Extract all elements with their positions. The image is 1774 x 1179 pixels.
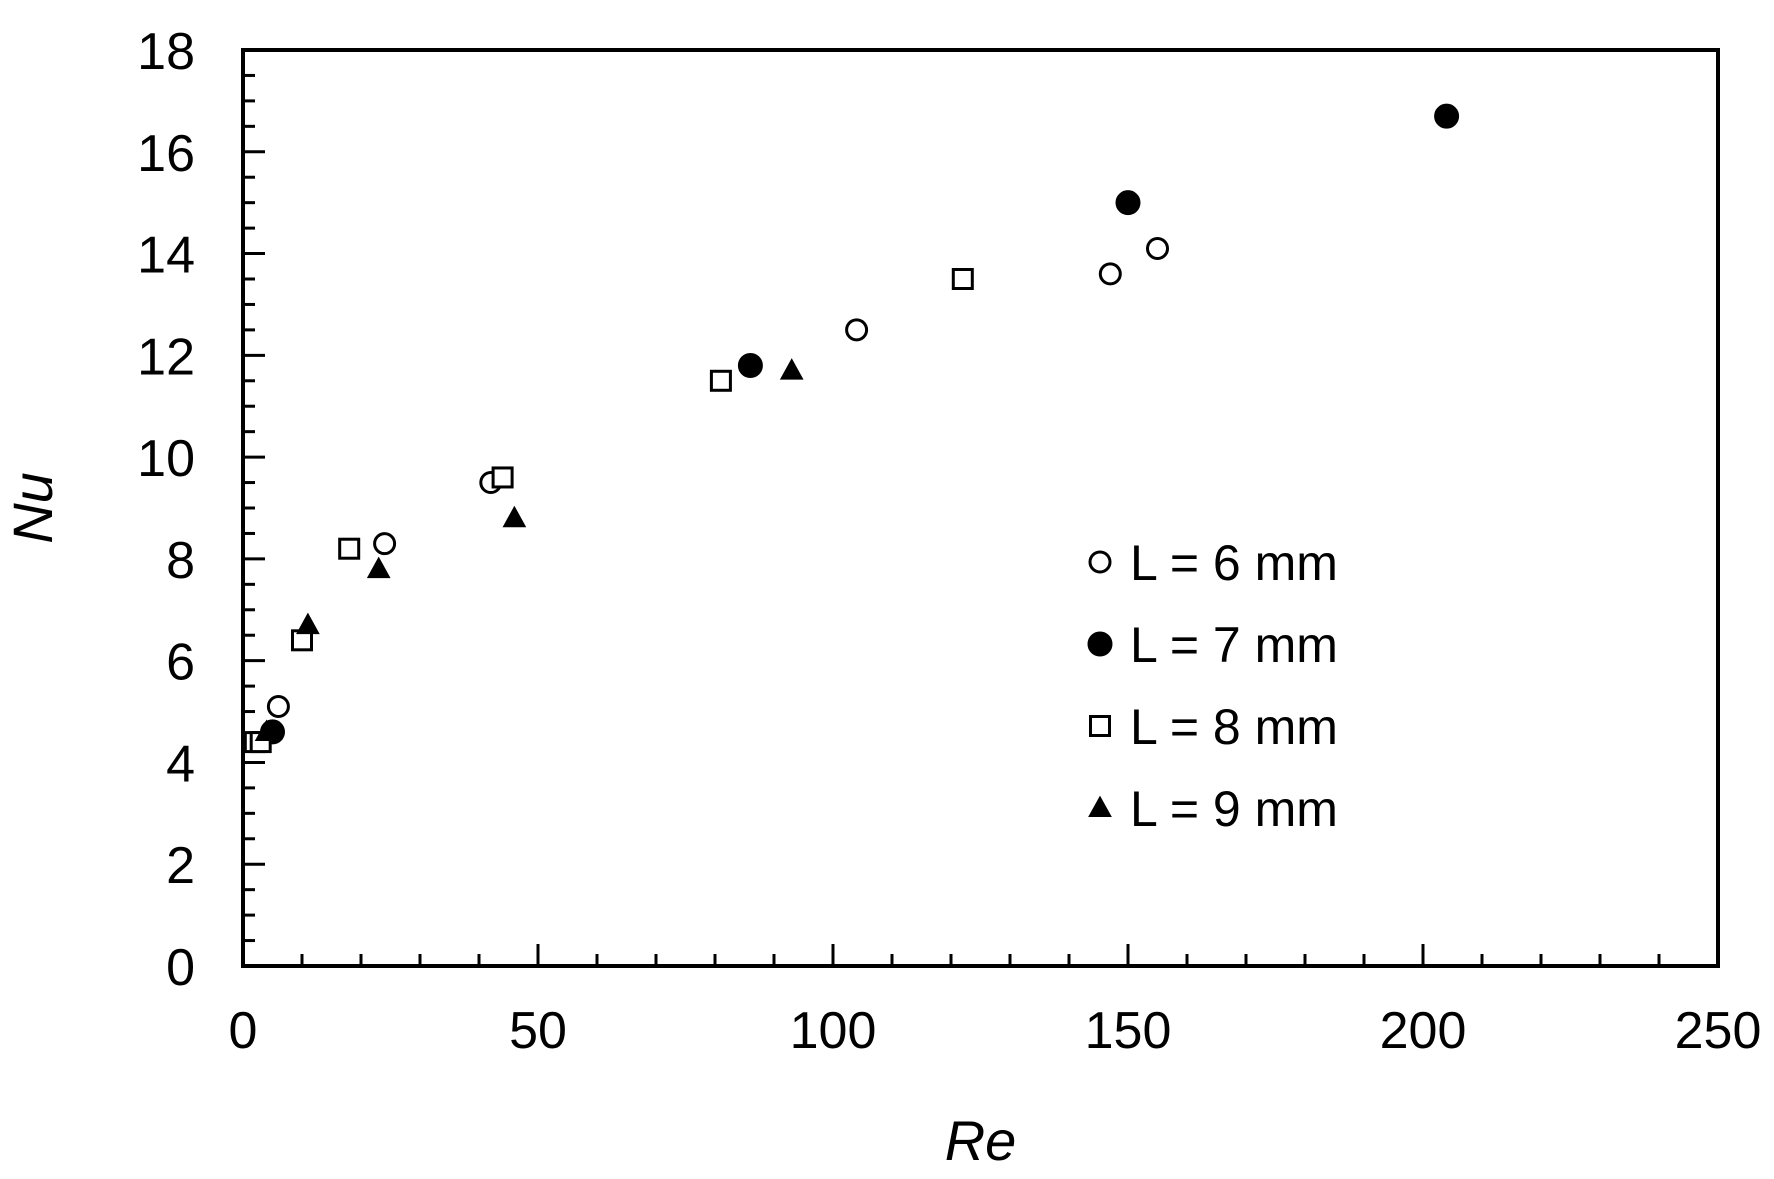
data-point: [338, 537, 361, 560]
legend-label: L = 6 mm: [1130, 535, 1338, 591]
legend: L = 6 mm L = 7 mm L = 8 mm L = 9 mm: [1087, 535, 1338, 837]
y-tick-label: 0: [166, 939, 195, 997]
legend-label: L = 9 mm: [1130, 781, 1338, 837]
y-tick-label: 8: [166, 532, 195, 590]
y-tick-label: 12: [137, 328, 195, 386]
data-point: [296, 612, 320, 635]
y-tick-label: 16: [137, 125, 195, 183]
plot-frame: [241, 48, 1720, 968]
data-point: [951, 268, 974, 290]
legend-item: L = 9 mm: [1088, 781, 1338, 837]
y-axis-title: Nu: [1, 472, 64, 544]
y-tick-label: 4: [166, 735, 195, 793]
legend-marker: [1088, 795, 1112, 818]
y-tick-label: 18: [137, 23, 195, 81]
tick-labels: 0 50 100 150 200 250 0 2 4 6 8 10 12 14 16 18: [137, 23, 1761, 1060]
series-4: [254, 358, 804, 741]
legend-item: L = 6 mm: [1088, 535, 1338, 591]
legend-item: L = 7 mm: [1087, 617, 1338, 673]
data-markers: [243, 103, 1460, 754]
x-tick-label: 150: [1085, 1002, 1172, 1060]
data-point: [1146, 236, 1169, 260]
y-tick-label: 10: [137, 430, 195, 488]
data-point: [491, 466, 514, 489]
data-point: [779, 358, 804, 380]
x-tick-label: 200: [1380, 1002, 1467, 1060]
data-point: [1115, 190, 1141, 216]
data-point: [737, 353, 763, 379]
legend-marker: [1087, 631, 1113, 657]
data-point: [366, 556, 391, 579]
legend-item: L = 8 mm: [1089, 699, 1338, 755]
x-tick-label: 100: [790, 1002, 877, 1060]
legend-marker: [1089, 715, 1111, 737]
data-point: [845, 318, 869, 342]
y-tick-label: 14: [137, 227, 195, 285]
data-point: [1434, 103, 1460, 129]
data-point: [709, 369, 732, 392]
series-3: [243, 268, 974, 754]
series-1: [266, 236, 1169, 718]
data-point: [1098, 262, 1122, 286]
x-tick-label: 0: [229, 1002, 258, 1060]
x-axis-title: Re: [945, 1109, 1017, 1172]
y-tick-label: 2: [166, 837, 195, 895]
legend-marker: [1088, 550, 1112, 574]
y-tick-label: 6: [166, 634, 195, 692]
data-point: [502, 505, 527, 528]
legend-label: L = 7 mm: [1130, 617, 1338, 673]
legend-label: L = 8 mm: [1130, 699, 1338, 755]
data-point: [254, 719, 279, 741]
x-tick-label: 50: [509, 1002, 567, 1060]
data-point: [266, 694, 290, 718]
major-ticks: [241, 48, 1720, 968]
data-point: [373, 532, 397, 556]
minor-ticks: [243, 73, 1661, 966]
x-tick-label: 250: [1675, 1002, 1762, 1060]
